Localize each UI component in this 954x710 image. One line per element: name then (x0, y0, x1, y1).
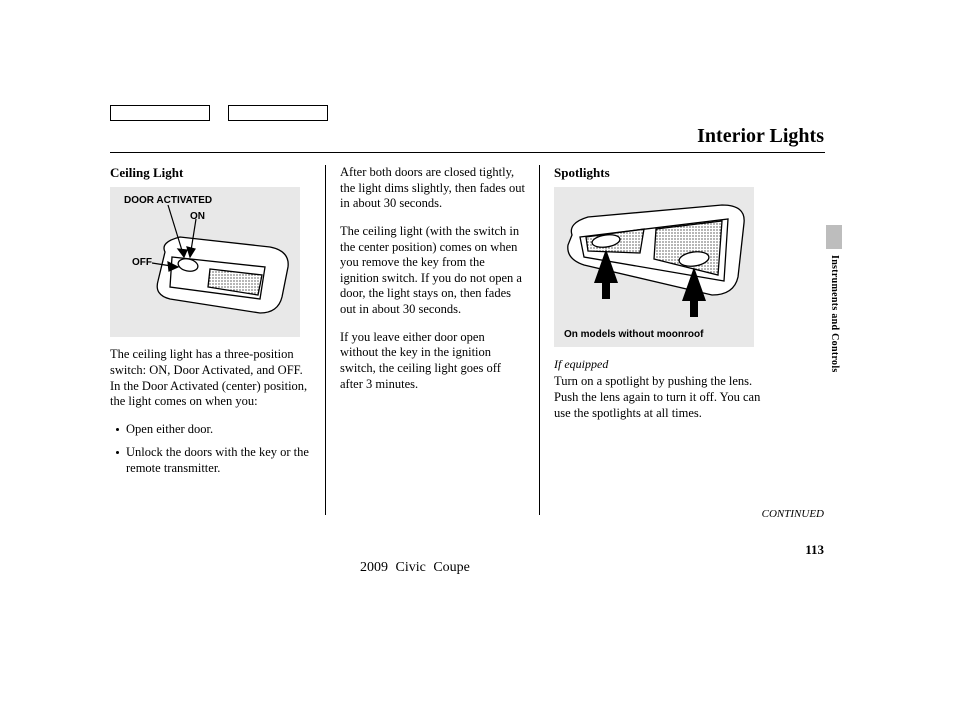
spotlights-svg (554, 187, 754, 347)
col2-para3: If you leave either door open without th… (340, 330, 525, 393)
bullet-1: Open either door. (116, 422, 311, 438)
ceiling-light-figure: DOOR ACTIVATED ON OFF (110, 187, 300, 337)
column-3: Spotlights (540, 165, 770, 515)
col2-para2: The ceiling light (with the switch in th… (340, 224, 525, 318)
col1-para1: The ceiling light has a three-position s… (110, 347, 311, 410)
col1-bullets: Open either door. Unlock the doors with … (110, 422, 311, 477)
col2-para1: After both doors are closed tightly, the… (340, 165, 525, 212)
bullet-2: Unlock the doors with the key or the rem… (116, 445, 311, 476)
top-box-1 (110, 105, 210, 121)
spotlights-figure: On models without moonroof (554, 187, 754, 347)
ceiling-light-svg (110, 187, 300, 337)
top-box-2 (228, 105, 328, 121)
col3-para1: Turn on a spotlight by pushing the lens.… (554, 374, 770, 421)
page-number: 113 (805, 542, 824, 558)
footer-model: 2009 Civic Coupe (360, 560, 470, 576)
page-title: Interior Lights (697, 125, 824, 148)
section-label: Instruments and Controls (829, 255, 840, 373)
redaction-boxes (110, 105, 328, 121)
content-columns: Ceiling Light DOOR ACTIVATED ON OFF (110, 165, 825, 515)
column-2: After both doors are closed tightly, the… (325, 165, 540, 515)
ceiling-light-heading: Ceiling Light (110, 165, 311, 181)
continued-label: CONTINUED (762, 508, 824, 520)
section-tab (826, 225, 842, 249)
title-rule (110, 152, 825, 153)
spotlights-heading: Spotlights (554, 165, 770, 181)
spotlights-caption: On models without moonroof (564, 329, 703, 342)
if-equipped-label: If equipped (554, 357, 770, 372)
column-1: Ceiling Light DOOR ACTIVATED ON OFF (110, 165, 325, 515)
